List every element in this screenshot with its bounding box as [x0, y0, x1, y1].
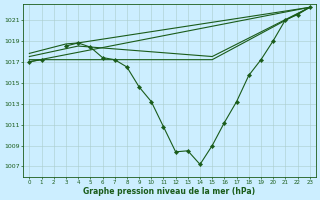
X-axis label: Graphe pression niveau de la mer (hPa): Graphe pression niveau de la mer (hPa) [84, 187, 256, 196]
